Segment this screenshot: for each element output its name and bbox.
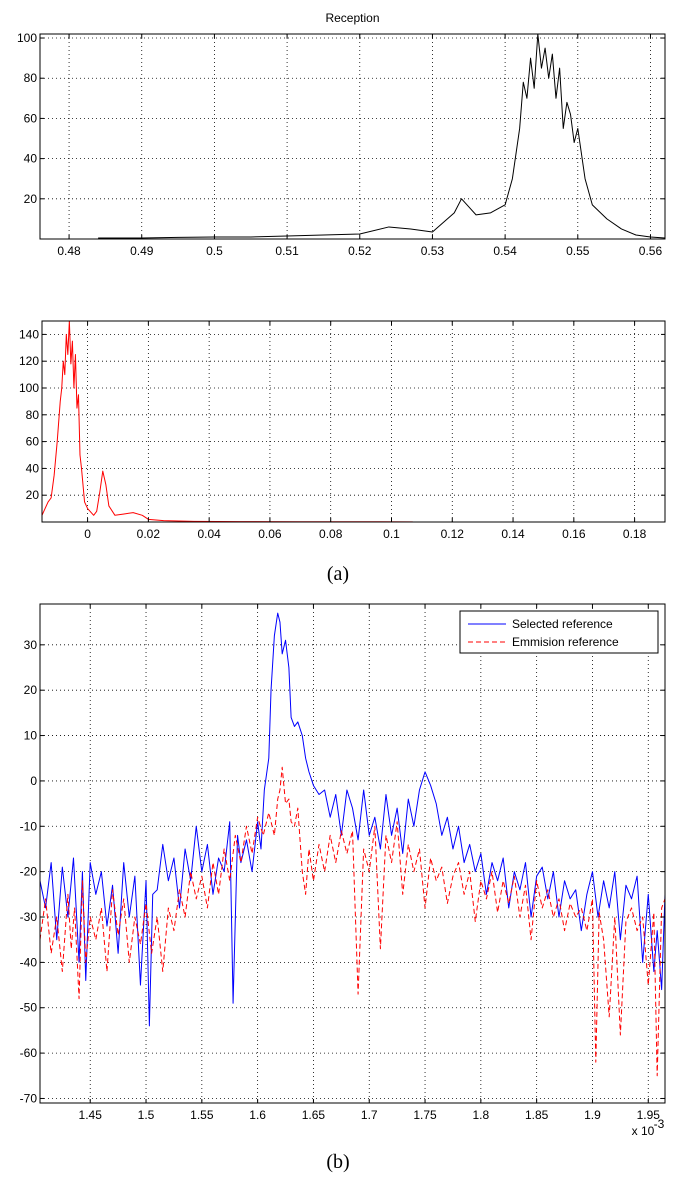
y-tick-label: -40 [20,955,38,969]
y-tick-label: 80 [24,71,38,85]
y-tick-label: 20 [26,488,40,502]
plot-frame [39,603,666,1104]
y-tick-label: 30 [24,638,38,652]
x-tick-label: 1.7 [361,1108,378,1122]
y-tick-label: 120 [19,354,39,368]
x-tick-label: 0.04 [197,527,221,541]
y-tick-label: 100 [19,381,39,395]
x-tick-label: 0.12 [441,527,465,541]
x-tick-label: 0.55 [566,244,590,258]
x-tick-label: 1.95 [637,1108,661,1122]
x-tick-label: 0.02 [137,527,161,541]
series-line-0 [41,320,413,523]
x-tick-label: 1.75 [413,1108,437,1122]
x-tick-label: 0.1 [383,527,400,541]
y-tick-label: 60 [24,111,38,125]
legend-label-0: Selected reference [512,617,613,631]
x-multiplier-exponent: -3 [654,1117,665,1131]
x-tick-label: 0.5 [206,244,223,258]
x-tick-label: 0.56 [639,244,663,258]
y-tick-label: 20 [24,192,38,206]
legend: Selected reference Emmision reference [459,610,659,654]
x-tick-label: 1.55 [190,1108,214,1122]
y-tick-label: -20 [20,865,38,879]
y-tick-label: 20 [24,683,38,697]
x-tick-label: 0.06 [258,527,282,541]
y-tick-label: 60 [26,435,40,449]
x-tick-label: 0.53 [421,244,445,258]
x-tick-label: 0.51 [275,244,299,258]
series-line-0 [39,612,666,1027]
legend-label-1: Emmision reference [512,635,619,649]
plot-frame [41,320,666,523]
x-tick-label: 1.9 [584,1108,601,1122]
y-tick-label: 40 [24,152,38,166]
y-tick-label: -50 [20,1001,38,1015]
x-tick-label: 0.14 [501,527,525,541]
x-tick-label: 1.5 [138,1108,155,1122]
y-tick-label: -10 [20,819,38,833]
x-tick-label: 0.49 [130,244,154,258]
x-tick-label: 1.45 [79,1108,103,1122]
y-tick-label: 40 [26,461,40,475]
y-tick-label: -30 [20,910,38,924]
y-tick-label: -60 [20,1046,38,1060]
series-line-1 [39,766,666,1077]
y-tick-label: 80 [26,408,40,422]
plot-frame [39,33,666,240]
y-tick-label: -70 [20,1091,38,1105]
y-tick-label: 0 [30,774,37,788]
x-tick-label: 1.85 [525,1108,549,1122]
chart-reception: 0.48 0.49 0.5 0.51 0.52 0.53 0.54 0.55 0.56 20 40 6… [17,11,666,258]
x-multiplier: x 10 [632,1124,655,1138]
x-tick-label: 1.65 [302,1108,326,1122]
series-line-0 [98,33,666,239]
chart-title: Reception [325,11,379,25]
x-tick-label: 0.18 [623,527,647,541]
x-tick-label: 0.16 [562,527,586,541]
x-tick-label: 1.6 [249,1108,266,1122]
legend-box [459,610,659,654]
caption-b: (b) [326,1151,349,1173]
x-tick-label: 0 [84,527,91,541]
y-tick-label: 10 [24,729,38,743]
x-tick-label: 0.08 [319,527,343,541]
chart-red-spectrum: 0 0.02 0.04 0.06 0.08 0.1 0.12 0.14 0.16 0.18 20 40… [19,320,666,541]
x-tick-label: 1.8 [473,1108,490,1122]
x-tick-label: 0.54 [493,244,517,258]
x-tick-label: 0.52 [348,244,372,258]
x-tick-label: 0.48 [57,244,81,258]
y-tick-label: 100 [17,31,37,45]
chart-reference-comparison: 1.45 1.5 1.55 1.6 1.65 1.7 1.75 1.8 1.85 1.9 1.95-… [20,603,666,1138]
caption-a: (a) [327,563,349,585]
y-tick-label: 140 [19,327,39,341]
